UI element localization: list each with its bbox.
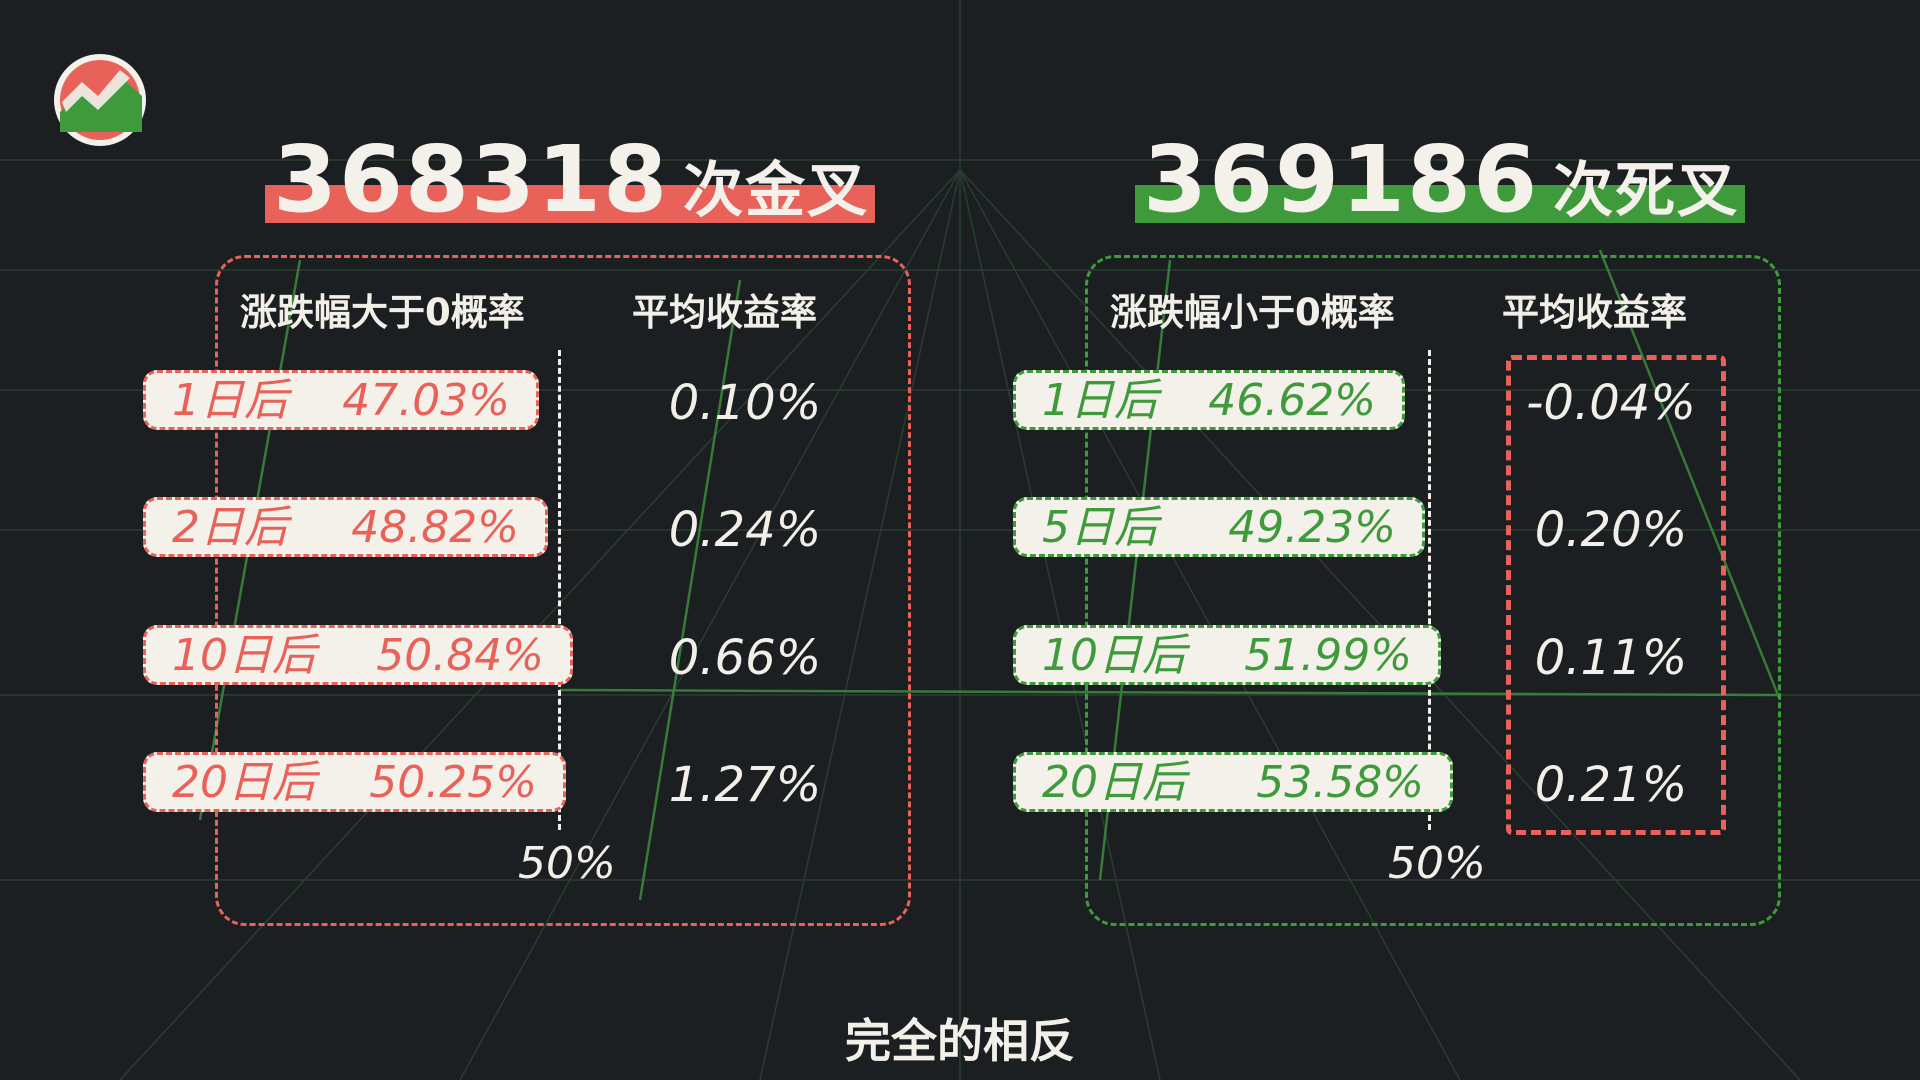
- death-avg-1: -0.04%: [1526, 375, 1696, 431]
- fifty-percent-line: [1428, 350, 1431, 830]
- golden-avg-2: 0.24%: [668, 502, 822, 558]
- row-value: 49.23%: [1228, 502, 1396, 553]
- death-cross-suffix: 次死叉: [1553, 156, 1740, 226]
- death-avg-4: 0.21%: [1534, 757, 1688, 813]
- caption: 完全的相反: [845, 1014, 1075, 1068]
- row-label: 1日后: [1042, 375, 1158, 426]
- fifty-percent-label: 50%: [1388, 838, 1486, 889]
- row-label: 2日后: [172, 502, 288, 553]
- col-header-prob: 涨跌幅小于0概率: [1110, 291, 1395, 334]
- golden-cross-suffix: 次金叉: [683, 156, 870, 226]
- death-avg-2: 0.20%: [1534, 502, 1688, 558]
- golden-avg-1: 0.10%: [668, 375, 822, 431]
- row-value: 50.84%: [376, 630, 544, 681]
- golden-row-3: 10日后 50.84%: [143, 625, 573, 685]
- col-header-avg: 平均收益率: [632, 291, 817, 334]
- row-value: 48.82%: [351, 502, 519, 553]
- row-value: 50.25%: [369, 757, 537, 808]
- golden-row-2: 2日后 48.82%: [143, 497, 548, 557]
- death-row-3: 10日后 51.99%: [1013, 625, 1441, 685]
- death-row-1: 1日后 46.62%: [1013, 370, 1405, 430]
- death-cross-title: 369186 次死叉: [1135, 134, 1746, 226]
- row-value: 51.99%: [1244, 630, 1412, 681]
- row-label: 20日后: [1042, 757, 1186, 808]
- golden-row-1: 1日后 47.03%: [143, 370, 539, 430]
- row-label: 10日后: [172, 630, 316, 681]
- death-cross-frame: [1085, 255, 1781, 926]
- row-label: 5日后: [1042, 502, 1158, 553]
- death-row-4: 20日后 53.58%: [1013, 752, 1453, 812]
- golden-cross-title: 368318 次金叉: [265, 134, 876, 226]
- golden-cross-frame: [215, 255, 911, 926]
- col-header-avg: 平均收益率: [1502, 291, 1687, 334]
- row-label: 20日后: [172, 757, 316, 808]
- golden-cross-panel: 368318 次金叉 涨跌幅大于0概率 平均收益率 50% 1日后 47.03% …: [0, 0, 960, 1000]
- row-value: 47.03%: [342, 375, 510, 426]
- death-cross-count: 369186: [1143, 126, 1540, 233]
- golden-avg-4: 1.27%: [668, 757, 822, 813]
- row-label: 10日后: [1042, 630, 1186, 681]
- avg-highlight-box: [1506, 355, 1726, 835]
- title-underline: [1135, 185, 1746, 223]
- death-avg-3: 0.11%: [1534, 630, 1688, 686]
- golden-row-4: 20日后 50.25%: [143, 752, 566, 812]
- col-header-prob: 涨跌幅大于0概率: [240, 291, 525, 334]
- golden-cross-count: 368318: [273, 126, 670, 233]
- golden-avg-3: 0.66%: [668, 630, 822, 686]
- title-underline: [265, 185, 876, 223]
- logo-icon: [54, 54, 146, 146]
- row-value: 46.62%: [1208, 375, 1376, 426]
- death-row-2: 5日后 49.23%: [1013, 497, 1425, 557]
- fifty-percent-line: [558, 350, 561, 830]
- row-label: 1日后: [172, 375, 288, 426]
- death-cross-panel: 369186 次死叉 涨跌幅小于0概率 平均收益率 50% 1日后 46.62% …: [870, 0, 1830, 1000]
- row-value: 53.58%: [1256, 757, 1424, 808]
- fifty-percent-label: 50%: [518, 838, 616, 889]
